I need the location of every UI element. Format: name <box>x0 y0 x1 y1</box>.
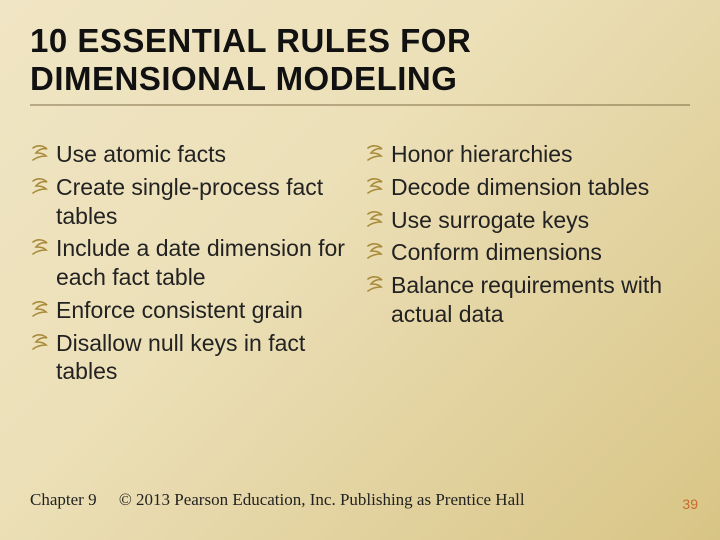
list-item: Create single-process fact tables <box>30 173 355 231</box>
list-item: Disallow null keys in fact tables <box>30 329 355 387</box>
swash-bullet-icon <box>30 144 50 162</box>
list-item-text: Enforce consistent grain <box>56 296 303 325</box>
swash-bullet-icon <box>30 177 50 195</box>
page-number: 39 <box>682 496 698 512</box>
list-item-text: Use atomic facts <box>56 140 226 169</box>
swash-bullet-icon <box>365 177 385 195</box>
left-column: Use atomic facts Create single-process fa… <box>30 140 355 390</box>
swash-bullet-icon <box>30 238 50 256</box>
list-item: Honor hierarchies <box>365 140 690 169</box>
swash-bullet-icon <box>365 210 385 228</box>
list-item: Decode dimension tables <box>365 173 690 202</box>
footer-copyright: © 2013 Pearson Education, Inc. Publishin… <box>119 490 525 509</box>
list-item-text: Include a date dimension for each fact t… <box>56 234 355 292</box>
list-item-text: Balance requirements with actual data <box>391 271 690 329</box>
list-item-text: Conform dimensions <box>391 238 602 267</box>
swash-bullet-icon <box>30 333 50 351</box>
list-item-text: Honor hierarchies <box>391 140 573 169</box>
list-item: Enforce consistent grain <box>30 296 355 325</box>
footer-chapter: Chapter 9 <box>30 490 97 509</box>
list-item-text: Decode dimension tables <box>391 173 649 202</box>
list-item: Include a date dimension for each fact t… <box>30 234 355 292</box>
slide-title: 10 ESSENTIAL RULES FOR DIMENSIONAL MODEL… <box>30 22 690 106</box>
list-item-text: Create single-process fact tables <box>56 173 355 231</box>
right-column: Honor hierarchies Decode dimension tables… <box>365 140 690 390</box>
list-item-text: Use surrogate keys <box>391 206 589 235</box>
list-item: Use surrogate keys <box>365 206 690 235</box>
swash-bullet-icon <box>365 144 385 162</box>
swash-bullet-icon <box>365 242 385 260</box>
content-columns: Use atomic facts Create single-process fa… <box>30 140 690 390</box>
list-item-text: Disallow null keys in fact tables <box>56 329 355 387</box>
list-item: Balance requirements with actual data <box>365 271 690 329</box>
swash-bullet-icon <box>365 275 385 293</box>
list-item: Use atomic facts <box>30 140 355 169</box>
swash-bullet-icon <box>30 300 50 318</box>
slide: 10 ESSENTIAL RULES FOR DIMENSIONAL MODEL… <box>0 0 720 540</box>
footer: Chapter 9 © 2013 Pearson Education, Inc.… <box>30 490 660 510</box>
list-item: Conform dimensions <box>365 238 690 267</box>
